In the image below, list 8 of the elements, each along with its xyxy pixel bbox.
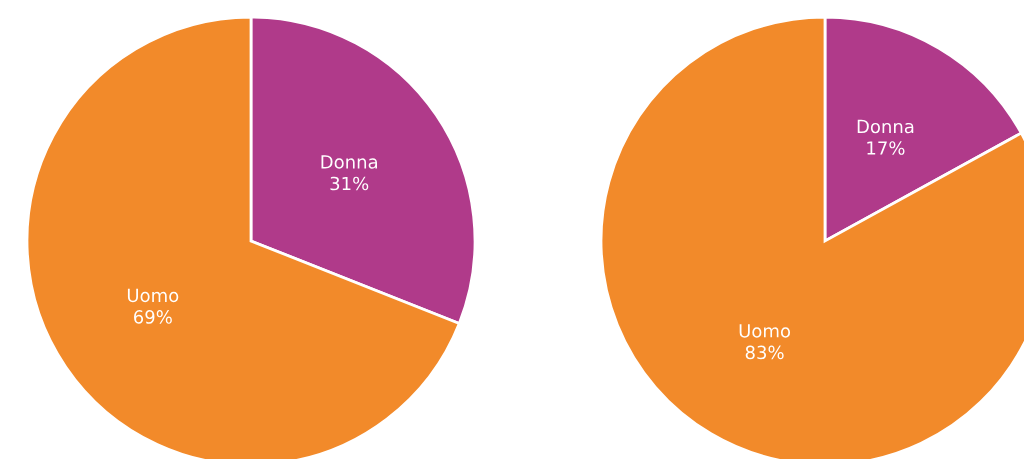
- slice-label: Uomo: [739, 324, 791, 338]
- data-label: 31%: [330, 176, 369, 191]
- data-label: 69%: [134, 310, 172, 324]
- slice-label: Donna: [857, 119, 914, 134]
- slice-label: Donna: [321, 155, 377, 169]
- data-label: 17%: [867, 141, 905, 155]
- data-label: 83%: [745, 345, 784, 360]
- slice-label: Uomo: [127, 288, 179, 303]
